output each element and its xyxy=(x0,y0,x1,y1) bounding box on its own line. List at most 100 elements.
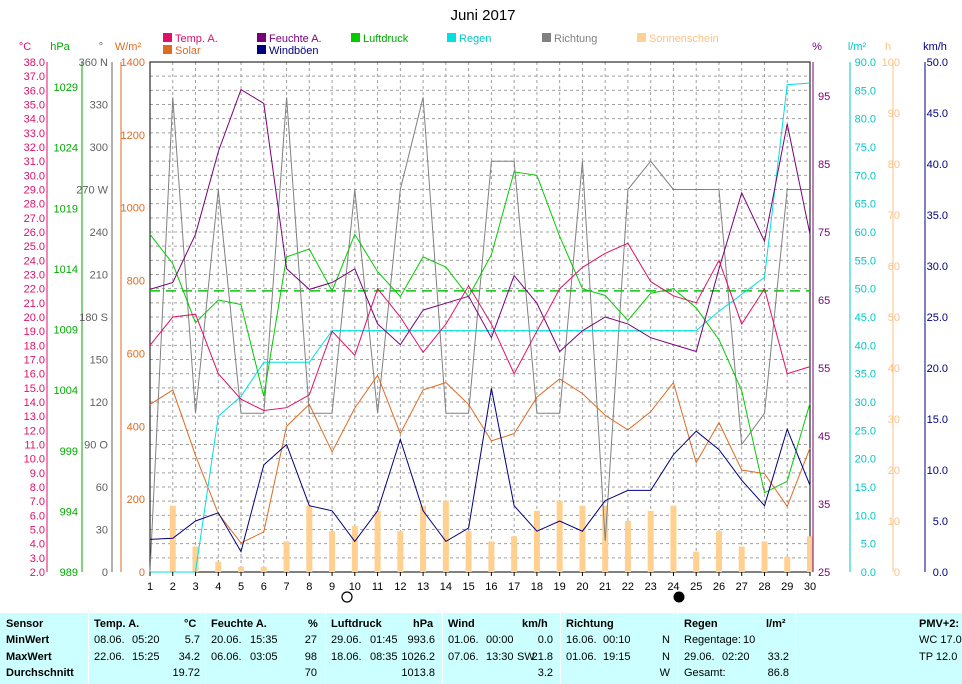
direction-tick-label: 90 O xyxy=(84,440,108,452)
x-tick-label: 8 xyxy=(306,581,312,593)
sun-tick-label: 20 xyxy=(888,465,900,477)
wind-tick-label: 5.0 xyxy=(933,516,948,528)
column-separator xyxy=(205,613,206,684)
pmv-title: PMV+2: xyxy=(919,618,960,630)
series-line-rain xyxy=(150,82,811,573)
temp-tick-label: 7.0 xyxy=(30,496,45,508)
sensor-header: Sensor xyxy=(6,618,44,630)
temp-unit: °C xyxy=(19,41,31,53)
wind-max-date: 07.06. xyxy=(448,651,479,663)
sunshine-bar xyxy=(351,526,358,572)
rain-tick-label: 55.0 xyxy=(855,255,876,267)
sun-tick-label: 60 xyxy=(888,261,900,273)
direction-tick-label: 330 xyxy=(90,100,108,112)
sunshine-bar xyxy=(260,566,267,572)
humidity-tick-label: 65 xyxy=(818,295,830,307)
legend-label-rain: Regen xyxy=(459,33,491,45)
temp-tick-label: 19.0 xyxy=(24,326,45,338)
temp-tick-label: 16.0 xyxy=(24,369,45,381)
pressure-tick-label: 1029 xyxy=(54,82,78,94)
x-tick-label: 30 xyxy=(804,581,816,593)
rain-tick-label: 20.0 xyxy=(855,454,876,466)
wind-tick-label: 20.0 xyxy=(927,363,948,375)
series-lines xyxy=(149,82,811,573)
temp-min-date: 08.06. xyxy=(94,634,125,646)
series-line-humidity xyxy=(149,88,811,353)
temp-tick-label: 21.0 xyxy=(24,298,45,310)
sunshine-bar xyxy=(329,531,336,572)
x-tick-label: 14 xyxy=(440,581,452,593)
sunshine-bar xyxy=(647,510,654,572)
direction-tick-label: 240 xyxy=(90,227,108,239)
x-tick-label: 20 xyxy=(576,581,588,593)
legend-swatch-rain xyxy=(447,33,456,42)
legend-label-gusts: Windböen xyxy=(269,45,319,57)
rain-tick-label: 70.0 xyxy=(855,170,876,182)
direction-unit: ° xyxy=(99,41,103,53)
direction-tick-label: 30 xyxy=(96,525,108,537)
rain-total-label: Gesamt: xyxy=(684,667,726,679)
weather-chart: Juni 2017 Temp. A. Solar Feuchte A. Wind… xyxy=(18,7,948,603)
wind-tick-label: 35.0 xyxy=(927,210,948,222)
humidity-min-date: 20.06. xyxy=(211,634,242,646)
temp-tick-label: 33.0 xyxy=(24,128,45,140)
rain-days-label: Regentage: xyxy=(684,634,741,646)
column-separator xyxy=(560,613,561,684)
temp-tick-label: 8.0 xyxy=(30,482,45,494)
sun-tick-label: 90 xyxy=(888,108,900,120)
column-separator xyxy=(795,613,796,684)
temp-tick-label: 24.0 xyxy=(24,255,45,267)
column-separator xyxy=(88,613,89,684)
pressure-tick-label: 1024 xyxy=(54,143,78,155)
statistics-panel: Sensor MinWert MaxWert Durchschnitt Temp… xyxy=(0,613,962,684)
sun-tick-label: 100 xyxy=(882,57,900,69)
wind-tick-label: 40.0 xyxy=(927,159,948,171)
pressure-title: Luftdruck xyxy=(331,618,382,630)
legend: Temp. A. Solar Feuchte A. Windböen Luftd… xyxy=(163,33,719,57)
column-separator xyxy=(677,613,678,684)
sunshine-bar xyxy=(533,510,540,572)
x-tick-label: 1 xyxy=(147,581,153,593)
rain-tick-label: 25.0 xyxy=(855,425,876,437)
temp-tick-label: 18.0 xyxy=(24,340,45,352)
humidity-unit: % xyxy=(812,41,822,53)
x-tick-label: 16 xyxy=(485,581,497,593)
direction-tick-label: 150 xyxy=(90,355,108,367)
rain-tick-label: 5.0 xyxy=(861,539,876,551)
humidity-tick-label: 55 xyxy=(818,363,830,375)
x-tick-label: 11 xyxy=(372,581,383,593)
legend-label-temp: Temp. A. xyxy=(175,33,218,45)
pressure-average: 1013.8 xyxy=(401,667,435,679)
temp-tick-label: 28.0 xyxy=(24,199,45,211)
temp-unit-label: °C xyxy=(184,618,197,630)
series-line-pressure xyxy=(149,171,811,494)
rain-max-value: 33.2 xyxy=(767,651,789,663)
x-tick-label: 17 xyxy=(508,581,520,593)
sunshine-bar xyxy=(169,505,176,572)
sunshine-bar xyxy=(761,541,768,572)
x-tick-label: 3 xyxy=(192,581,198,593)
wind-tick-label: 0.0 xyxy=(933,567,948,579)
temp-tick-label: 25.0 xyxy=(24,241,45,253)
pmv-tp: TP 12.0 xyxy=(919,651,958,663)
rain-unit-label: l/m² xyxy=(766,618,786,630)
sunshine-bar xyxy=(579,505,586,572)
sun-tick-label: 70 xyxy=(888,210,900,222)
pmv-wc: WC 17.0 xyxy=(919,634,962,646)
row-label-max: MaxWert xyxy=(6,651,52,663)
temp-tick-label: 34.0 xyxy=(24,114,45,126)
solar-tick-label: 1000 xyxy=(121,203,145,215)
wind-title: Wind xyxy=(448,618,475,630)
sunshine-bar xyxy=(670,505,677,572)
x-tick-label: 13 xyxy=(417,581,429,593)
series-line-direction xyxy=(149,97,810,573)
temp-tick-label: 4.0 xyxy=(30,539,45,551)
direction-tick-label: 210 xyxy=(90,270,108,282)
x-tick-label: 6 xyxy=(261,581,267,593)
solar-tick-label: 1400 xyxy=(121,57,145,69)
pressure-tick-label: 989 xyxy=(60,567,78,579)
legend-swatch-gusts xyxy=(257,45,266,54)
humidity-tick-label: 35 xyxy=(818,499,830,511)
sun-tick-label: 80 xyxy=(888,159,900,171)
temp-tick-label: 32.0 xyxy=(24,142,45,154)
